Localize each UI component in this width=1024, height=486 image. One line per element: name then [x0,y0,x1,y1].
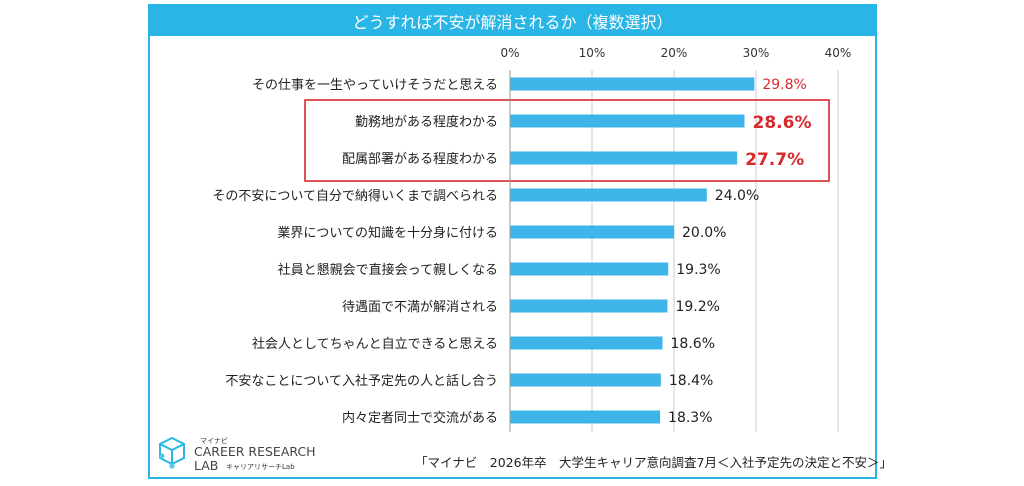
category-label: 社員と懇親会で直接会って親しくなる [278,262,498,278]
logo-sub: キャリアリサーチLab [226,463,295,471]
source-note: 「マイナビ 2026年卒 大学生キャリア意向調査7月＜入社予定先の決定と不安＞」 [415,455,893,470]
value-label: 18.6% [671,336,715,352]
x-tick-label: 0% [500,46,519,60]
value-label: 29.8% [762,77,806,93]
value-label: 24.0% [715,188,759,204]
category-label: 配属部署がある程度わかる [342,151,498,167]
bar [510,114,745,128]
bar [510,225,674,239]
logo-brand: マイナビ [200,436,228,445]
category-label: その不安について自分で納得いくまで調べられる [212,188,498,204]
bar [510,336,663,350]
category-label: 社会人としてちゃんと自立できると思える [252,336,498,352]
career-research-lab-logo: マイナビ CAREER RESEARCH LAB キャリアリサーチLab [159,436,316,473]
bar [510,262,669,276]
category-label: 待遇面で不満が解消される [342,300,498,315]
bar [510,299,668,313]
bar [510,188,707,202]
bar [510,151,738,165]
logo-name-line1: CAREER RESEARCH [194,444,316,459]
logo-name-line2: LAB [194,458,218,473]
bar [510,410,661,424]
x-tick-label: 40% [825,46,852,60]
value-label: 18.3% [668,410,712,426]
category-label: 内々定者同士で交流がある [342,410,498,426]
chart-title: どうすれば不安が解消されるか（複数選択） [150,6,875,36]
value-label: 19.3% [676,262,720,278]
x-tick-label: 30% [743,46,770,60]
value-label: 20.0% [682,225,726,241]
bar [510,77,755,91]
bar [510,373,661,387]
value-label: 27.7% [745,150,804,170]
value-label: 19.2% [675,299,719,315]
category-label: その仕事を一生やっていけそうだと思える [252,78,498,93]
x-tick-label: 20% [661,46,688,60]
value-label: 28.6% [753,113,812,133]
x-tick-label: 10% [579,46,606,60]
category-label: 業界についての知識を十分身に付ける [277,225,498,241]
cube-icon [159,436,185,469]
highlight-box [304,99,830,182]
category-label: 不安なことについて入社予定先の人と話し合う [225,373,498,389]
value-label: 18.4% [669,373,713,389]
category-label: 勤務地がある程度わかる [355,114,498,130]
